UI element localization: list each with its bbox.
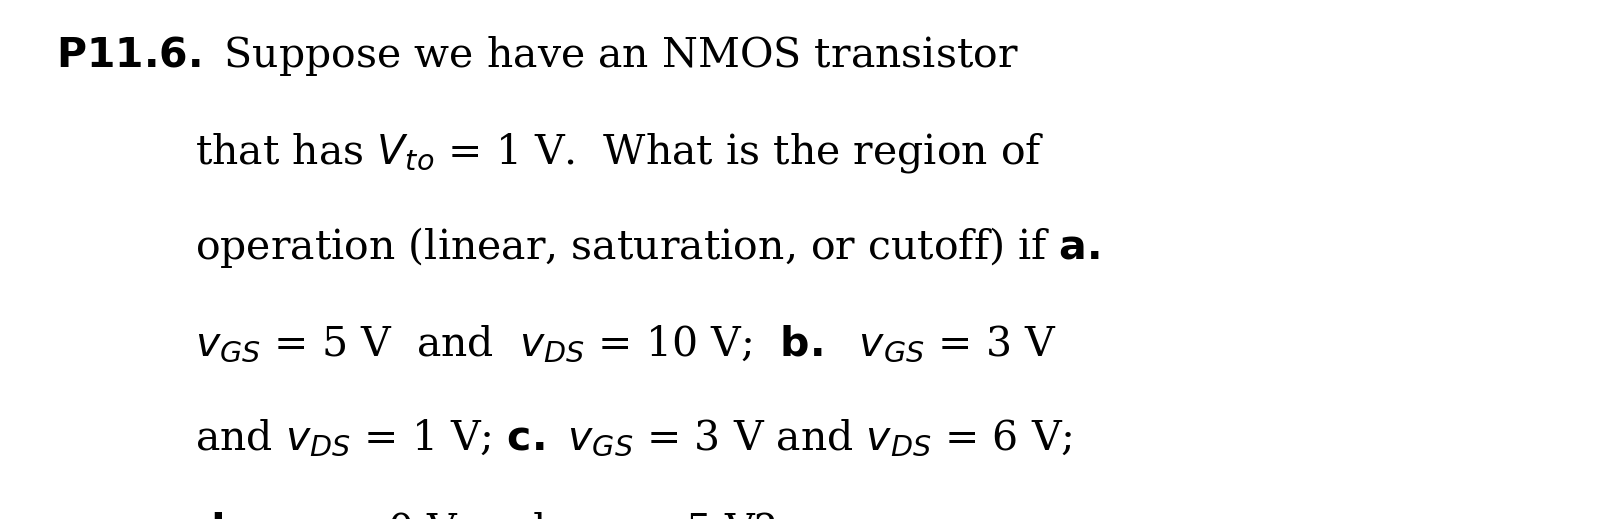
Text: that has $V_{to}$ = 1 V.  What is the region of: that has $V_{to}$ = 1 V. What is the reg… (195, 131, 1045, 175)
Text: and $v_{DS}$ = 1 V; $\mathbf{c.}$ $v_{GS}$ = 3 V and $v_{DS}$ = 6 V;: and $v_{DS}$ = 1 V; $\mathbf{c.}$ $v_{GS… (195, 417, 1072, 458)
Text: $\mathbf{P11.6.}$ Suppose we have an NMOS transistor: $\mathbf{P11.6.}$ Suppose we have an NMO… (56, 34, 1019, 78)
Text: operation (linear, saturation, or cutoff) if $\mathbf{a.}$: operation (linear, saturation, or cutoff… (195, 225, 1099, 270)
Text: $v_{GS}$ = 5 V  and  $v_{DS}$ = 10 V;  $\mathbf{b.}$  $v_{GS}$ = 3 V: $v_{GS}$ = 5 V and $v_{DS}$ = 10 V; $\ma… (195, 324, 1056, 364)
Text: $\mathbf{d.}$ $v_{GS}$ = 0 V and $v_{DS}$ = 5 V?: $\mathbf{d.}$ $v_{GS}$ = 0 V and $v_{DS}… (195, 511, 776, 519)
